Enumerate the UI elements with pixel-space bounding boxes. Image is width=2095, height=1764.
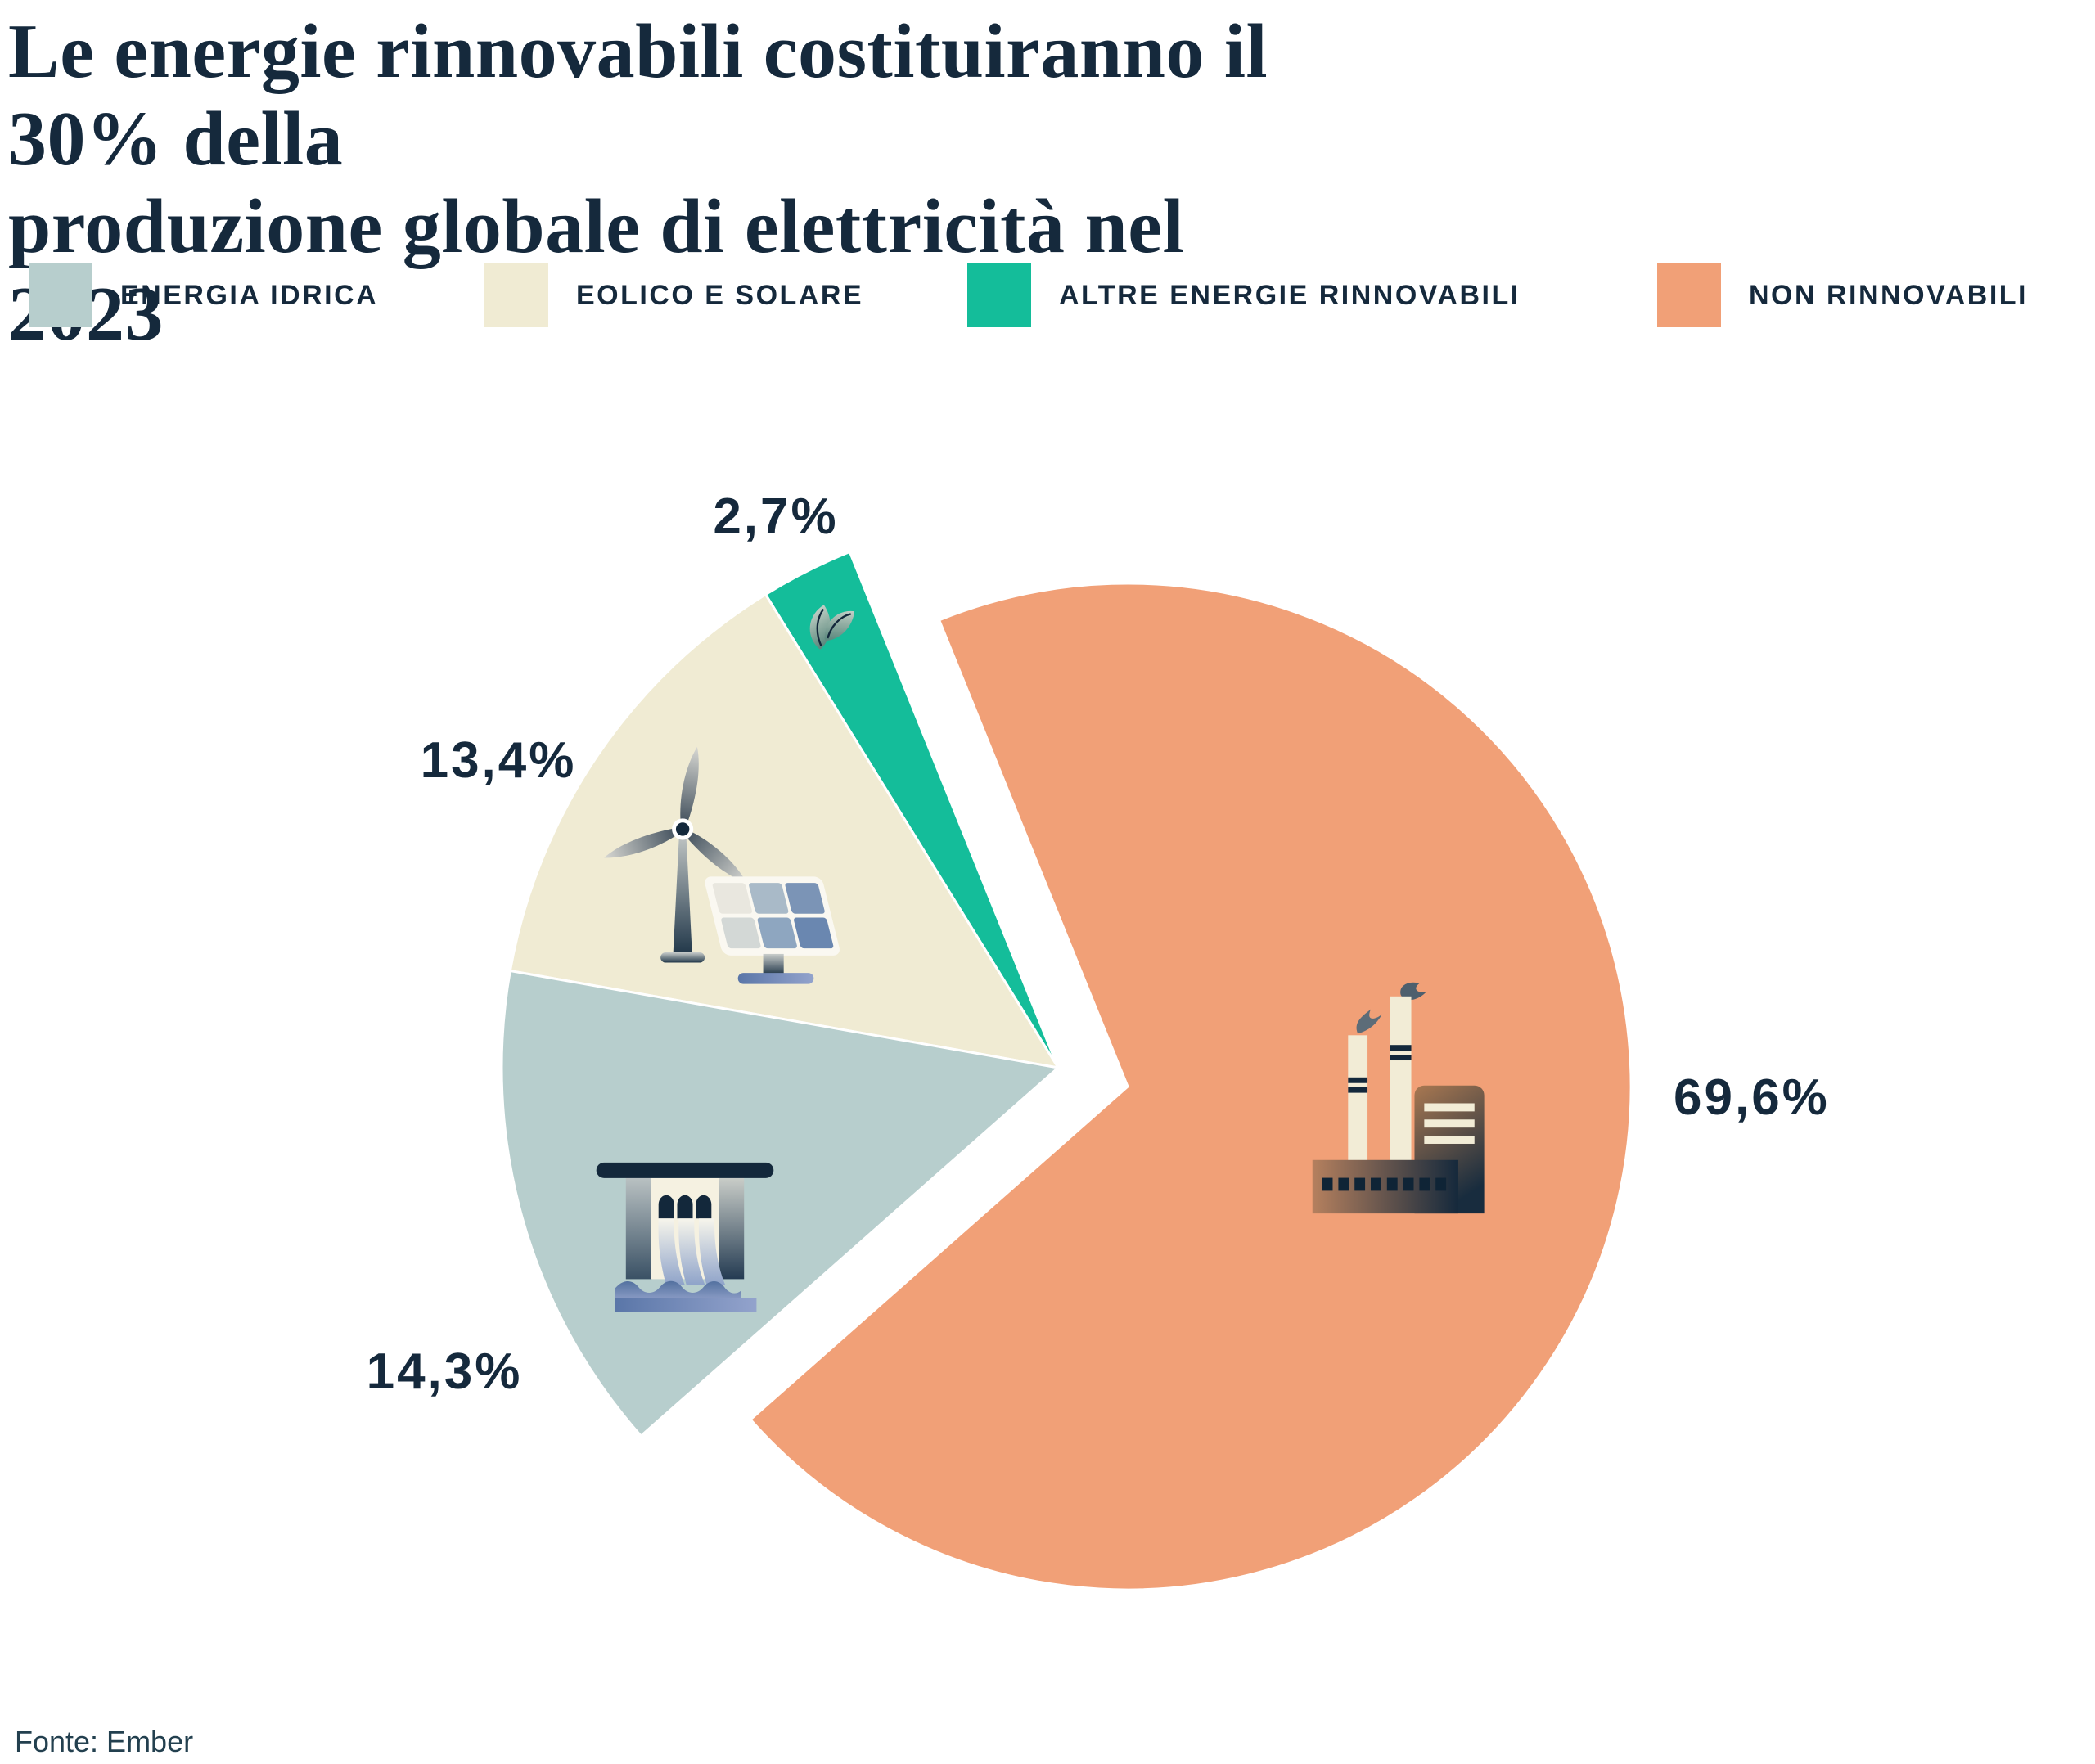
pie-slices	[500, 550, 1633, 1591]
legend-item-eolico-e-solare: EOLICO E SOLARE	[484, 263, 863, 327]
legend-label: NON RINNOVABILI	[1749, 279, 2028, 311]
pie-slice-energia-idrica	[500, 969, 1061, 1438]
pie-value-label-energia-idrica: 14,3%	[367, 1343, 523, 1400]
pie-slice-non-rinnovabili	[748, 582, 1633, 1591]
pie-value-label-eolico-e-solare: 13,4%	[421, 732, 577, 789]
page-title-line1: Le energie rinnovabili costituiranno il …	[8, 9, 1268, 182]
legend-swatch	[29, 263, 92, 327]
pie-value-label-altre-energie-rinnovabili: 2,7%	[713, 488, 838, 545]
source-note: Fonte: Ember	[15, 1725, 194, 1758]
pie-value-label-non-rinnovabili: 69,6%	[1674, 1069, 1830, 1126]
legend-swatch	[967, 263, 1031, 327]
legend-item-non-rinnovabili: NON RINNOVABILI	[1657, 263, 2028, 327]
legend-item-altre-energie-rinnovabili: ALTRE ENERGIE RINNOVABILI	[967, 263, 1521, 327]
legend-item-energia-idrica: ENERGIA IDRICA	[29, 263, 378, 327]
legend-label: ALTRE ENERGIE RINNOVABILI	[1059, 279, 1521, 311]
pie-slice-eolico-e-solare	[508, 592, 1061, 1070]
pie-labels: 2,7% 13,4% 14,3% 69,6%	[367, 488, 1830, 1400]
legend-label: EOLICO E SOLARE	[576, 279, 864, 311]
legend-swatch	[484, 263, 548, 327]
legend-swatch	[1657, 263, 1721, 327]
legend-label: ENERGIA IDRICA	[120, 279, 379, 311]
